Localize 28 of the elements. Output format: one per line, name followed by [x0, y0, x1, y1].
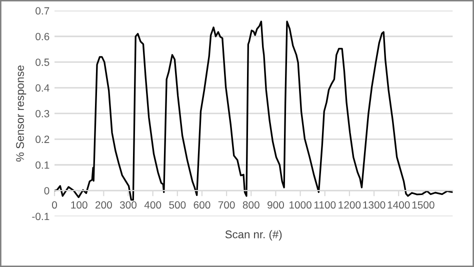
x-tick-label: 300: [120, 201, 137, 209]
x-tick-label: 200: [96, 201, 112, 209]
x-tick-label: 600: [194, 201, 210, 209]
x-tick-label: 400: [144, 201, 162, 209]
y-tick-label: 0.5: [36, 58, 50, 66]
x-tick-label: 1400: [388, 201, 410, 209]
x-tick-label: 500: [169, 201, 186, 209]
x-tick-label: 900: [268, 201, 284, 209]
x-tick-label: 1500: [412, 201, 434, 209]
line-series: [54, 20, 453, 201]
y-tick-label: 0.6: [36, 32, 50, 40]
y-tick-label: 0.3: [36, 110, 50, 118]
x-tick-label: 100: [71, 201, 88, 209]
x-tick-label: 0: [52, 201, 57, 209]
y-tick-label: 0.4: [36, 84, 50, 92]
x-tick-label: 700: [218, 201, 235, 209]
y-tick-label: 0.7: [36, 7, 50, 15]
y-tick-label: -0.1: [32, 212, 50, 220]
y-axis-title: % Sensor response: [16, 65, 26, 162]
y-tick-label: 0.2: [36, 136, 50, 144]
y-tick-label: 0: [44, 187, 50, 194]
y-tick-label: 0.1: [36, 161, 50, 169]
x-tick-label: 1200: [338, 201, 361, 209]
x-tick-label: 1300: [363, 201, 386, 209]
x-axis-title: Scan nr. (#): [225, 230, 282, 240]
x-tick-label: 1100: [314, 201, 336, 209]
x-tick-label: 800: [242, 201, 260, 209]
x-tick-label: 1000: [289, 201, 312, 209]
